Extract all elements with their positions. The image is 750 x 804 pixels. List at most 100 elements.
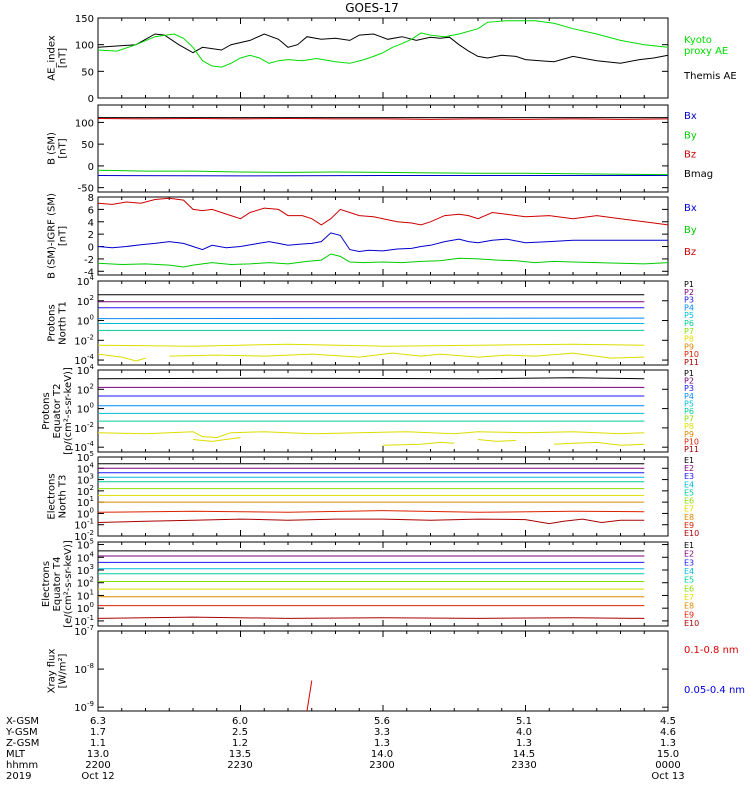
ephemeris-value: Oct 13 bbox=[651, 771, 684, 782]
series-line-3 bbox=[98, 170, 668, 174]
y-axis-label: AE_index bbox=[47, 35, 58, 81]
y-axis-label: North T1 bbox=[58, 301, 69, 345]
legend-label: P11 bbox=[684, 445, 699, 454]
legend-label: Kyoto bbox=[684, 35, 712, 46]
ephemeris-value: Oct 12 bbox=[81, 771, 114, 782]
ephemeris-value: 5.1 bbox=[516, 716, 532, 727]
y-axis-label: B (SM) bbox=[47, 132, 58, 165]
series-line-1 bbox=[98, 119, 668, 120]
y-tick-label: 10-8 bbox=[74, 662, 94, 676]
y-tick-label: 100 bbox=[77, 402, 94, 416]
series-line-2 bbox=[98, 254, 668, 267]
ephemeris-value: 1.3 bbox=[374, 738, 390, 749]
y-tick-label: -2 bbox=[84, 255, 94, 266]
y-axis-label: Equator T4 bbox=[52, 557, 63, 612]
legend-label: Bx bbox=[684, 111, 697, 122]
panel-frame bbox=[98, 542, 668, 626]
series-line-3 bbox=[98, 318, 644, 319]
legend-label: E4 bbox=[684, 567, 694, 576]
series-line-7 bbox=[193, 438, 241, 442]
y-tick-label: 0 bbox=[88, 162, 94, 173]
legend-label: E8 bbox=[684, 602, 694, 611]
y-axis-label: [nT] bbox=[58, 138, 69, 158]
y-axis-label: [nT] bbox=[58, 226, 69, 246]
series-line-1 bbox=[98, 233, 668, 252]
y-axis-label: [nT] bbox=[58, 48, 69, 68]
series-line-7 bbox=[98, 354, 146, 361]
ephemeris-value: 13.5 bbox=[229, 749, 251, 760]
legend-label: Bx bbox=[684, 203, 697, 214]
y-tick-label: 8 bbox=[88, 193, 94, 204]
panel-frame bbox=[98, 631, 668, 711]
series-line-9 bbox=[98, 519, 644, 524]
ephemeris-value: 14.0 bbox=[371, 749, 393, 760]
panel-frame bbox=[98, 370, 668, 452]
series-line-9 bbox=[478, 440, 516, 442]
ephemeris-row-label: hhmm bbox=[6, 760, 38, 771]
ephemeris-value: 2.5 bbox=[232, 727, 248, 738]
series-line-8 bbox=[169, 353, 644, 358]
ephemeris-value: 1.7 bbox=[90, 727, 106, 738]
legend-label: 0.1-0.8 nm bbox=[684, 645, 739, 656]
legend-label: By bbox=[684, 130, 697, 141]
panel-frame bbox=[98, 457, 668, 536]
ephemeris-value: 14.5 bbox=[513, 749, 535, 760]
series-line-1 bbox=[98, 21, 668, 67]
y-axis-label: Equator T2 bbox=[52, 384, 63, 439]
y-tick-label: 102 bbox=[77, 294, 94, 308]
ephemeris-value: 1.1 bbox=[90, 738, 106, 749]
legend-label: E3 bbox=[684, 558, 694, 567]
y-tick-label: 100 bbox=[77, 314, 94, 328]
series-line-6 bbox=[98, 344, 644, 346]
legend-label: E2 bbox=[684, 550, 694, 559]
y-tick-label: 10-2 bbox=[74, 421, 94, 435]
series-line-0 bbox=[98, 378, 644, 379]
y-tick-label: 50 bbox=[81, 140, 94, 151]
series-line-9 bbox=[98, 617, 644, 618]
legend-label: E6 bbox=[684, 584, 694, 593]
y-axis-label: [p/(cm²-s-sr-keV)] bbox=[63, 367, 74, 455]
y-tick-label: 100 bbox=[75, 41, 94, 52]
legend-label: E10 bbox=[684, 619, 699, 628]
y-axis-label: Electrons bbox=[47, 473, 58, 519]
y-tick-label: 6 bbox=[88, 205, 94, 216]
y-axis-label: Xray flux bbox=[47, 649, 58, 694]
y-tick-label: 10-9 bbox=[74, 700, 94, 714]
legend-label: E9 bbox=[684, 610, 694, 619]
ephemeris-value: 4.0 bbox=[516, 727, 532, 738]
y-tick-label: 100 bbox=[75, 118, 94, 129]
ephemeris-row-label: 2019 bbox=[6, 771, 31, 782]
ephemeris-value: 3.3 bbox=[374, 727, 390, 738]
ephemeris-value: 1.2 bbox=[232, 738, 248, 749]
y-tick-label: 4 bbox=[88, 218, 94, 229]
legend-label: E5 bbox=[684, 576, 694, 585]
legend-label: E1 bbox=[684, 541, 694, 550]
ephemeris-row-label: Z-GSM bbox=[6, 738, 39, 749]
y-tick-label: 50 bbox=[81, 67, 94, 78]
legend-label: By bbox=[684, 225, 697, 236]
panel-frame bbox=[98, 197, 668, 275]
ephemeris-value: 6.0 bbox=[232, 716, 248, 727]
legend-label: E7 bbox=[684, 593, 694, 602]
ephemeris-value: 1.3 bbox=[660, 738, 676, 749]
ephemeris-row-label: MLT bbox=[6, 749, 26, 760]
legend-label: 0.05-0.4 nm bbox=[684, 685, 745, 696]
y-tick-label: 104 bbox=[77, 274, 95, 288]
ephemeris-value: 5.6 bbox=[374, 716, 390, 727]
series-line-8 bbox=[98, 511, 644, 513]
legend-label: E10 bbox=[684, 529, 699, 538]
series-line-0 bbox=[307, 681, 312, 712]
ephemeris-value: 2200 bbox=[85, 760, 110, 771]
y-tick-label: 0 bbox=[88, 243, 94, 254]
y-tick-label: 150 bbox=[75, 14, 94, 25]
y-tick-label: 2 bbox=[88, 230, 94, 241]
y-axis-label: [W/m²] bbox=[58, 653, 69, 688]
ephemeris-value: 15.0 bbox=[657, 749, 679, 760]
y-axis-label: [e/(cm²-s-sr-keV)] bbox=[63, 540, 74, 628]
